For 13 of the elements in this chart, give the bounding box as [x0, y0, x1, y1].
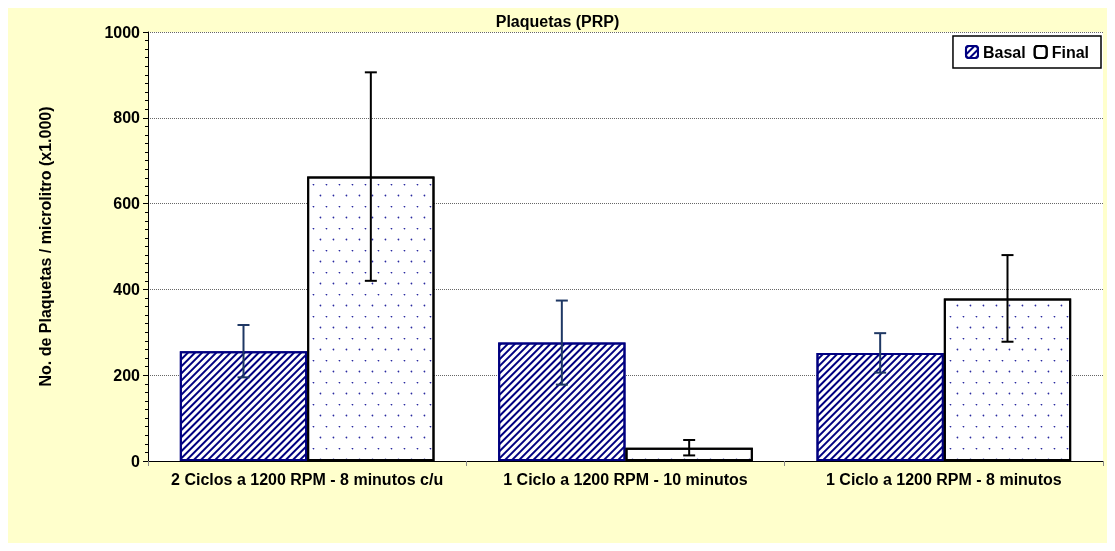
y-tick-label: 1000	[104, 23, 141, 41]
legend-label: Final	[1051, 43, 1090, 61]
y-tick-label: 200	[113, 366, 141, 384]
y-tick-label: 800	[113, 109, 141, 127]
y-axis-title: No. de Plaquetas / microlitro (x1.000)	[36, 106, 54, 387]
y-tick-label: 600	[113, 195, 141, 213]
x-tick-label: 2 Ciclos a 1200 RPM - 8 minutos c/u	[171, 470, 444, 488]
legend-label: Basal	[982, 43, 1026, 61]
x-tick-label: 1 Ciclo a 1200 RPM - 8 minutos	[826, 470, 1062, 488]
x-tick-label: 1 Ciclo a 1200 RPM - 10 minutos	[503, 470, 748, 488]
y-tick-label: 0	[131, 452, 141, 470]
chart-title: Plaquetas (PRP)	[495, 12, 620, 30]
y-tick-label: 400	[113, 280, 141, 298]
